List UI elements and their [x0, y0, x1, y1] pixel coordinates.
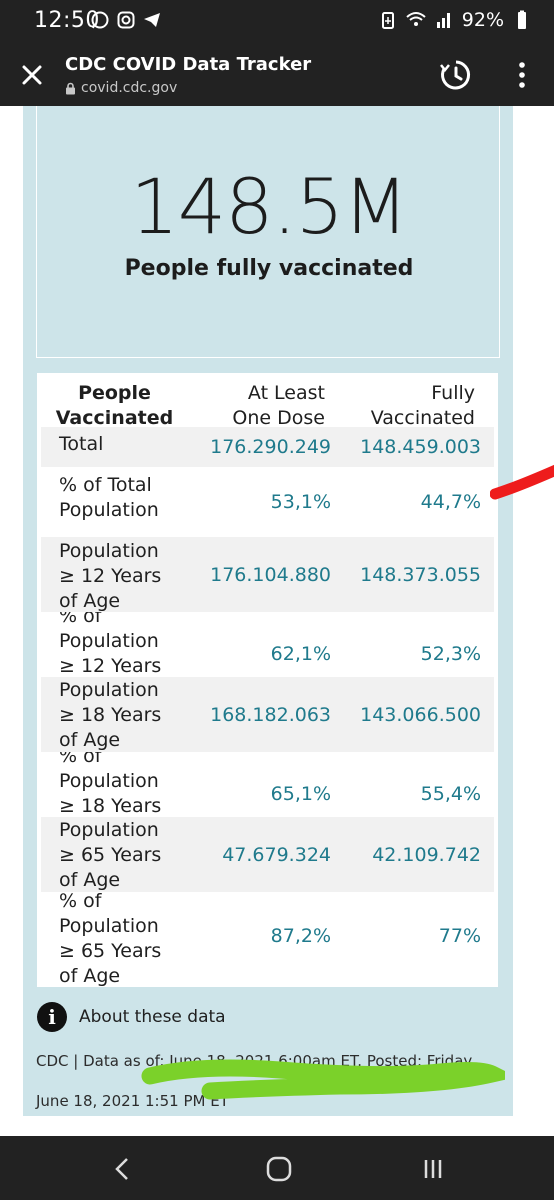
row-label: % of Population ≥ 12 Years	[59, 612, 187, 677]
row-label-line: % of Total	[59, 474, 152, 496]
table-row: Population ≥ 12 Years of Age 176.104.880 148…	[41, 537, 494, 612]
signal-icon	[436, 13, 450, 28]
at-least-one-dose-value: 62,1%	[270, 643, 331, 665]
footer-date-line2: June 18, 2021 1:51 PM ET	[36, 1092, 229, 1110]
web-content[interactable]: 148.5M People fully vaccinated People Va…	[0, 106, 554, 1136]
row-label-line: ≥ 18 Years	[59, 795, 162, 817]
fully-vaccinated-value: 143.066.500	[360, 704, 481, 726]
header-one-dose: At Least One Dose	[207, 381, 325, 431]
hero-box: 148.5M People fully vaccinated	[36, 106, 500, 358]
info-icon: i	[37, 1002, 67, 1032]
table-row: Population ≥ 18 Years of Age 168.182.063 143…	[41, 677, 494, 752]
hero-label: People fully vaccinated	[124, 256, 414, 281]
row-label: Population ≥ 12 Years of Age	[59, 539, 187, 612]
notification-icons	[90, 10, 162, 30]
row-label-line: ≥ 12 Years	[59, 565, 162, 587]
row-label: % of Population ≥ 65 Years of Age	[59, 892, 187, 987]
back-icon[interactable]	[108, 1154, 138, 1184]
header-line: Fully	[431, 382, 475, 404]
row-label-line: % of	[59, 612, 102, 627]
at-least-one-dose-value: 176.290.249	[210, 436, 331, 458]
at-least-one-dose-value: 176.104.880	[210, 564, 331, 586]
status-right: 92%	[378, 9, 532, 31]
header-people-vaccinated: People Vaccinated	[47, 381, 182, 431]
row-label-line: Population	[59, 915, 159, 937]
header-line: At Least	[247, 382, 325, 404]
status-time: 12:50	[34, 8, 100, 33]
telegram-icon	[144, 13, 160, 27]
header-line: Vaccinated	[370, 407, 475, 429]
whatsapp-icon	[91, 11, 109, 29]
table-row: % of Population ≥ 12 Years 62,1% 52,3%	[41, 612, 494, 677]
table-row: Total 176.290.249 148.459.003	[41, 427, 494, 467]
table-row: Population ≥ 65 Years of Age 47.679.324 42.1…	[41, 817, 494, 892]
lock-icon	[66, 82, 75, 94]
recents-icon[interactable]	[418, 1154, 448, 1184]
row-label-line: of Age	[59, 869, 121, 891]
fully-vaccinated-value: 148.459.003	[360, 436, 481, 458]
vaccination-table: People Vaccinated At Least One Dose Full…	[37, 373, 498, 987]
at-least-one-dose-value: 87,2%	[270, 925, 331, 947]
table-row: % of Population ≥ 65 Years of Age 87,2% 77%	[41, 892, 494, 987]
row-label-line: of Age	[59, 965, 121, 987]
battery-saver-icon	[381, 12, 394, 29]
history-icon[interactable]	[439, 58, 473, 92]
status-bar: 12:50 92%	[0, 0, 554, 44]
row-label-line: ≥ 12 Years	[59, 655, 162, 677]
row-label-line: ≥ 65 Years	[59, 844, 162, 866]
about-label: About these data	[79, 1007, 226, 1027]
row-label-line: Population	[59, 630, 159, 652]
row-label-line: Population	[59, 679, 159, 701]
battery-icon	[518, 10, 526, 29]
row-label: Population ≥ 65 Years of Age	[59, 818, 187, 892]
row-label-line: Population	[59, 499, 159, 521]
url-text: covid.cdc.gov	[81, 80, 178, 96]
table-row: % of Total Population 53,1% 44,7%	[41, 470, 494, 537]
row-label-line: Population	[59, 540, 159, 562]
row-label-line: Total	[59, 433, 104, 455]
custom-tab-toolbar: CDC COVID Data Tracker covid.cdc.gov	[0, 44, 554, 106]
at-least-one-dose-value: 47.679.324	[222, 844, 331, 866]
header-fully-vaccinated: Fully Vaccinated	[347, 381, 475, 431]
row-label-line: % of	[59, 752, 102, 767]
header-line: One Dose	[232, 407, 325, 429]
row-label-line: of Age	[59, 729, 121, 751]
about-data-link[interactable]: i About these data	[37, 1002, 226, 1032]
at-least-one-dose-value: 53,1%	[270, 491, 331, 513]
fully-vaccinated-value: 42.109.742	[372, 844, 481, 866]
close-icon[interactable]	[18, 61, 46, 89]
at-least-one-dose-value: 65,1%	[270, 783, 331, 805]
fully-vaccinated-value: 77%	[438, 925, 481, 947]
row-label-line: Population	[59, 819, 159, 841]
fully-vaccinated-value: 52,3%	[420, 643, 481, 665]
more-vert-icon[interactable]	[512, 60, 532, 90]
hero-number: 148.5M	[130, 162, 408, 251]
vaccination-panel: 148.5M People fully vaccinated People Va…	[23, 106, 513, 1116]
wifi-icon	[406, 12, 426, 26]
table-row: % of Population ≥ 18 Years 65,1% 55,4%	[41, 752, 494, 817]
green-highlight-mark	[141, 1059, 505, 1100]
row-label-line: % of	[59, 892, 102, 912]
home-icon[interactable]	[264, 1154, 294, 1184]
row-label: Population ≥ 18 Years of Age	[59, 678, 187, 752]
fully-vaccinated-value: 44,7%	[420, 491, 481, 513]
header-line: People	[78, 382, 151, 404]
battery-percent: 92%	[461, 9, 504, 31]
row-label-line: Population	[59, 770, 159, 792]
page-title: CDC COVID Data Tracker	[65, 54, 312, 75]
red-annotation-mark	[490, 464, 554, 500]
row-label: % of Population ≥ 18 Years	[59, 752, 187, 817]
at-least-one-dose-value: 168.182.063	[210, 704, 331, 726]
instagram-icon	[117, 11, 135, 29]
fully-vaccinated-value: 55,4%	[420, 783, 481, 805]
fully-vaccinated-value: 148.373.055	[360, 564, 481, 586]
row-label: Total	[59, 432, 187, 457]
header-line: Vaccinated	[55, 407, 174, 429]
row-label-line: ≥ 18 Years	[59, 704, 162, 726]
url-display[interactable]: covid.cdc.gov	[65, 80, 177, 96]
system-nav-bar	[0, 1136, 554, 1200]
row-label: % of Total Population	[59, 473, 187, 523]
row-label-line: ≥ 65 Years	[59, 940, 162, 962]
row-label-line: of Age	[59, 590, 121, 612]
